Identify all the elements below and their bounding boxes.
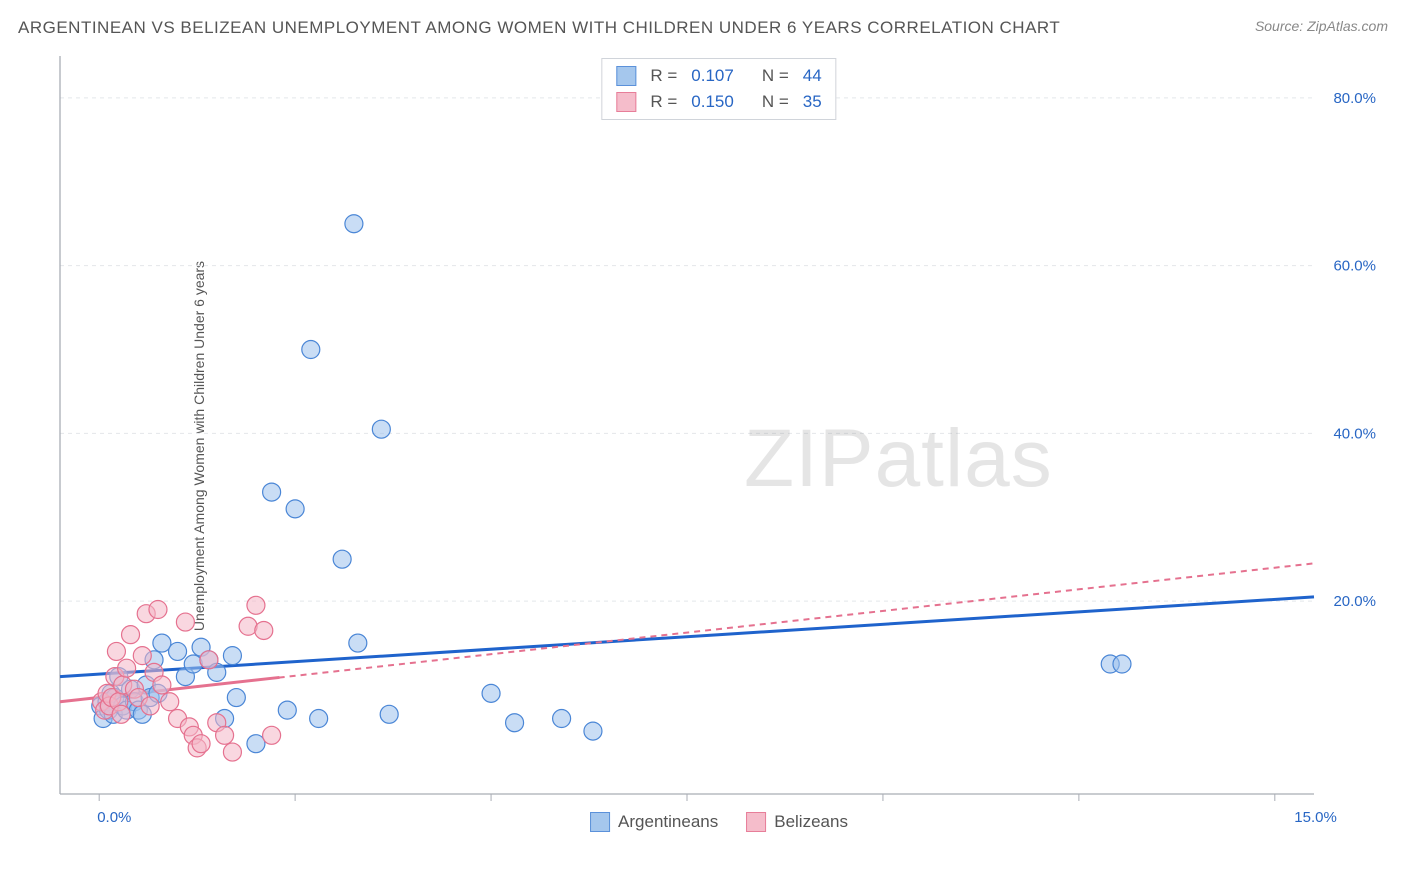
- legend-swatch-belizeans: [616, 92, 636, 112]
- legend-label: Argentineans: [618, 812, 718, 832]
- series-legend: Argentineans Belizeans: [590, 812, 848, 832]
- chart-area: 0.0% 15.0% 20.0% 40.0% 60.0% 80.0% R = 0.107 …: [54, 52, 1384, 832]
- legend-label: Belizeans: [774, 812, 848, 832]
- n-label: N =: [762, 66, 789, 86]
- n-value-belizeans: 35: [803, 92, 822, 112]
- legend-swatch-argentineans: [616, 66, 636, 86]
- legend-item-belizeans: Belizeans: [746, 812, 848, 832]
- r-value-argentineans: 0.107: [691, 66, 734, 86]
- svg-text:20.0%: 20.0%: [1333, 593, 1376, 610]
- scatter-chart: 0.0% 15.0% 20.0% 40.0% 60.0% 80.0%: [54, 52, 1384, 832]
- svg-text:0.0%: 0.0%: [97, 809, 131, 826]
- svg-text:15.0%: 15.0%: [1294, 809, 1337, 826]
- n-label: N =: [762, 92, 789, 112]
- legend-swatch-argentineans: [590, 812, 610, 832]
- legend-swatch-belizeans: [746, 812, 766, 832]
- svg-text:60.0%: 60.0%: [1333, 258, 1376, 275]
- correlation-legend: R = 0.107 N = 44 R = 0.150 N = 35: [601, 58, 836, 120]
- r-value-belizeans: 0.150: [691, 92, 734, 112]
- legend-row-argentineans: R = 0.107 N = 44: [602, 63, 835, 89]
- chart-title: ARGENTINEAN VS BELIZEAN UNEMPLOYMENT AMO…: [18, 18, 1060, 38]
- legend-row-belizeans: R = 0.150 N = 35: [602, 89, 835, 115]
- n-value-argentineans: 44: [803, 66, 822, 86]
- r-label: R =: [650, 66, 677, 86]
- svg-text:80.0%: 80.0%: [1333, 90, 1376, 107]
- legend-item-argentineans: Argentineans: [590, 812, 718, 832]
- r-label: R =: [650, 92, 677, 112]
- source-label: Source: ZipAtlas.com: [1255, 18, 1388, 34]
- svg-text:40.0%: 40.0%: [1333, 425, 1376, 442]
